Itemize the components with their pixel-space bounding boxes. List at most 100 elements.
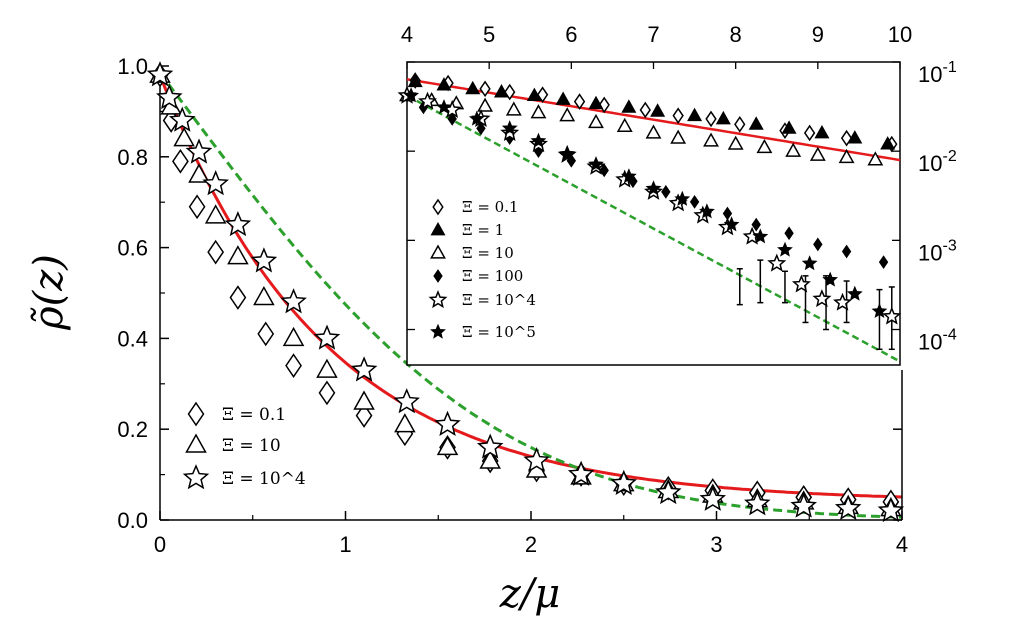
inset-data-point [814,124,830,139]
main-data-point [257,321,275,347]
inset-legend-marker [430,323,446,339]
main-data-point [185,138,213,164]
inset-legend-label: Ξ = 10^4 [462,291,536,309]
main-legend-label: Ξ = 10^4 [222,469,306,489]
main-data-point [567,460,595,486]
inset-y-tick-base: 10 [918,151,942,176]
inset-x-tick-label: 10 [888,22,912,47]
inset-legend-marker [428,290,448,309]
inset-data-point [645,124,662,139]
inset-legend-marker [432,198,444,216]
inset-data-point [588,95,604,110]
main-data-point [173,127,195,147]
inset-data-point [559,107,576,122]
inset-data-point [418,91,438,110]
main-data-point [393,388,420,414]
inset-data-point [705,110,717,128]
main-y-tick-label: 0.6 [117,236,148,261]
inset-data-point [670,129,687,144]
inset-data-point [882,306,902,325]
inset-data-point [468,110,485,126]
inset-data-point [752,228,769,244]
main-data-point [434,410,461,436]
main-data-point [229,285,247,310]
inset-data-point [500,123,520,141]
inset-data-point [880,136,896,150]
inset-data-point [723,216,740,232]
inset-data-point [822,271,839,287]
inset-data-point [501,120,518,136]
inset-data-point [748,116,764,130]
main-x-tick-label: 3 [710,532,722,557]
fit-curve-dashed [158,71,903,519]
main-x-tick-label: 2 [525,532,537,557]
inset-fit-curve-dashed [406,94,901,363]
main-data-point [790,492,817,518]
main-data-point [699,485,727,511]
inset-y-tick-exponent: -1 [942,59,956,76]
main-data-point [394,413,416,433]
inset-data-point [785,142,802,157]
inset-data-point [530,104,547,119]
inset-data-point [699,203,715,219]
inset-legend-marker [430,244,446,259]
inset-x-tick-label: 7 [647,22,659,47]
inset-data-point [621,99,637,113]
main-data-point [168,106,196,132]
inset-data-point [847,130,863,144]
inset-data-point [645,180,662,196]
inset-data-point [465,80,481,95]
inset-data-point [650,103,666,117]
main-data-point [350,356,378,382]
inset-data-point [838,148,855,164]
inset-data-point [703,132,719,147]
inset-data-point [767,253,787,272]
main-data-point [523,447,550,473]
main-data-point [188,194,206,220]
inset-x-tick-label: 8 [730,22,742,47]
inset-data-point [588,113,604,129]
inset-data-point [477,97,493,112]
inset-data-point [777,241,793,257]
main-data-point [253,286,275,306]
inset-y-tick-label: 10-3 [918,237,957,265]
inset-data-point [479,80,491,98]
inset-frame [406,61,901,366]
inset-data-point [791,274,811,293]
inset-data-point [436,99,452,115]
main-data-point [172,149,189,174]
main-data-point [204,204,227,224]
inset-x-tick-label: 9 [812,22,824,47]
main-data-point [479,449,501,469]
main-data-point [313,324,341,350]
inset-data-point [661,184,671,199]
inset-data-point [781,120,797,134]
inset-data-point [530,132,547,148]
inset-y-tick-label: 10-4 [918,327,957,355]
inset-data-point [878,255,889,270]
inset-legend-label: Ξ = 100 [462,267,523,285]
main-x-tick-label: 4 [896,532,908,557]
main-y-axis-title: ρ̃(z) [26,254,72,331]
inset-data-point [555,91,571,105]
inset-data-point [559,145,576,161]
inset-legend-marker [430,221,446,236]
inset-data-point [403,87,420,103]
inset-y-tick-base: 10 [918,62,942,87]
main-y-tick-label: 1.0 [117,54,148,79]
inset-data-point [867,151,884,166]
inset-data-point [846,285,863,301]
inset-data-point [727,135,744,150]
inset-data-point [803,124,816,142]
inset-data-point [756,138,773,154]
main-data-point [744,490,771,516]
main-legend-marker [182,464,210,490]
inset-y-tick-exponent: -2 [942,148,956,165]
inset-data-point [809,146,826,161]
main-y-tick-label: 0.4 [117,326,148,351]
inset-data-point [751,217,761,232]
main-y-tick-label: 0.8 [117,145,148,170]
inset-data-point [841,244,852,259]
